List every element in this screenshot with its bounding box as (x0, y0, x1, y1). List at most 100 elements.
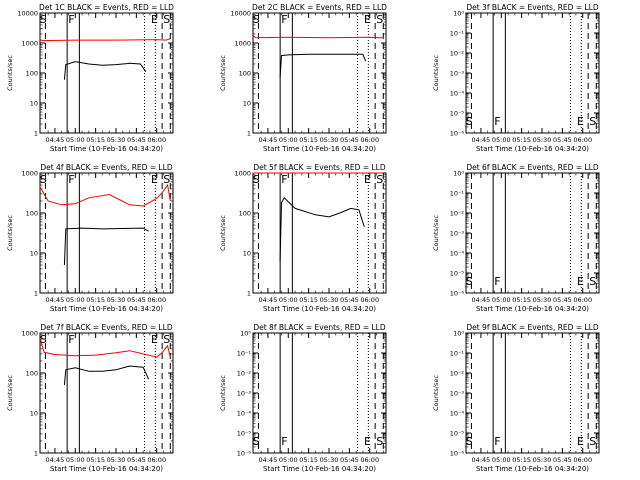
y-tick-label: 1000 (21, 40, 38, 48)
y-tick-label: 10000 (17, 10, 38, 18)
y-tick-label: 10⁻² (450, 210, 465, 218)
event-marker-label: F (494, 275, 500, 288)
y-tick-label: 100 (26, 370, 38, 378)
y-tick-label: 10⁻² (450, 50, 465, 58)
x-tick-label: 05:00 (66, 456, 85, 464)
event-marker-label: S (253, 173, 260, 186)
event-marker-label: F (494, 435, 500, 448)
x-tick-label: 04:45 (259, 296, 278, 304)
event-marker-label: E (151, 173, 158, 186)
y-tick-label: 10⁻⁶ (450, 450, 465, 458)
event-marker-label: S (376, 435, 383, 448)
event-marker-label: E (364, 435, 371, 448)
x-tick-label: 05:00 (279, 456, 298, 464)
x-tick-label: 05:30 (533, 136, 552, 144)
panel-title: Det 9f BLACK = Events, RED = LLD (466, 323, 599, 332)
events-series-line (63, 227, 149, 266)
event-marker-label: F (281, 173, 287, 186)
x-tick-label: 06:00 (573, 296, 592, 304)
y-tick-label: 10 (30, 250, 38, 258)
y-tick-label: 10⁻⁴ (237, 410, 252, 418)
x-axis-label: Start Time (10-Feb-16 04:34:20) (50, 465, 163, 473)
y-tick-label: 10⁻⁵ (237, 430, 252, 438)
event-marker-label: F (68, 13, 74, 26)
x-tick-label: 06:00 (147, 456, 166, 464)
y-axis-label: Counts/sec (6, 375, 14, 411)
y-tick-label: 10⁰ (453, 10, 464, 18)
event-marker-label: E (151, 13, 158, 26)
lld-series-line (252, 34, 384, 39)
event-marker-label: S (589, 435, 596, 448)
x-tick-label: 05:30 (320, 136, 339, 144)
event-marker-label: F (494, 115, 500, 128)
x-tick-label: 05:30 (107, 296, 126, 304)
y-tick-label: 10⁻² (450, 370, 465, 378)
x-tick-label: 04:45 (472, 296, 491, 304)
y-tick-label: 10⁻⁴ (450, 410, 465, 418)
event-marker-label: S (253, 435, 260, 448)
event-marker-label: F (281, 13, 287, 26)
x-tick-label: 05:30 (107, 456, 126, 464)
y-axis-label: Counts/sec (219, 55, 227, 91)
y-tick-label: 100 (26, 70, 38, 78)
lld-series-line (39, 38, 171, 42)
event-marker-label: S (466, 275, 473, 288)
panel-det-7: Det 7f BLACK = Events, RED = LLD 1 10 100 10… (6, 323, 174, 473)
event-marker-label: S (466, 115, 473, 128)
x-tick-label: 05:15 (512, 296, 531, 304)
x-tick-label: 04:45 (46, 136, 65, 144)
x-tick-label: 05:00 (492, 136, 511, 144)
event-marker-label: S (40, 173, 47, 186)
y-tick-label: 10⁻³ (450, 230, 465, 238)
plot-frame (252, 12, 387, 134)
event-marker-label: S (589, 275, 596, 288)
lld-series-line (39, 337, 171, 358)
x-tick-label: 06:00 (360, 136, 379, 144)
x-tick-label: 05:00 (492, 296, 511, 304)
x-tick-label: 05:15 (299, 456, 318, 464)
x-tick-label: 06:00 (573, 136, 592, 144)
x-tick-label: 05:45 (127, 296, 146, 304)
plot-frame (39, 12, 174, 134)
x-tick-label: 05:00 (66, 136, 85, 144)
panel-title: Det 6f BLACK = Events, RED = LLD (466, 163, 599, 172)
y-tick-label: 10⁰ (240, 330, 251, 338)
event-marker-label: S (376, 173, 383, 186)
x-axis-label: Start Time (10-Feb-16 04:34:20) (476, 145, 589, 153)
y-axis-label: Counts/sec (6, 55, 14, 91)
plot-frame (252, 172, 387, 294)
x-tick-label: 05:00 (66, 296, 85, 304)
plot-frame (39, 172, 174, 294)
y-axis-label: Counts/sec (432, 55, 440, 91)
y-axis-label: Counts/sec (432, 215, 440, 251)
event-marker-label: E (151, 333, 158, 346)
x-tick-label: 04:45 (259, 456, 278, 464)
x-tick-label: 05:30 (533, 456, 552, 464)
y-tick-label: 10 (30, 100, 38, 108)
x-tick-label: 05:00 (279, 296, 298, 304)
y-tick-label: 1 (34, 450, 38, 458)
x-tick-label: 04:45 (472, 456, 491, 464)
x-tick-label: 05:45 (340, 296, 359, 304)
panel-title: Det 3f BLACK = Events, RED = LLD (466, 3, 599, 12)
y-tick-label: 1 (247, 290, 251, 298)
events-series-line (279, 53, 367, 78)
events-series-line (63, 365, 150, 386)
panel-title: Det 1C BLACK = Events, RED = LLD (39, 3, 174, 12)
panel-title: Det 7f BLACK = Events, RED = LLD (40, 323, 173, 332)
x-tick-label: 05:45 (553, 136, 572, 144)
panel-title: Det 5f BLACK = Events, RED = LLD (253, 163, 386, 172)
panel-title: Det 4f BLACK = Events, RED = LLD (40, 163, 173, 172)
y-tick-label: 100 (239, 210, 251, 218)
y-tick-label: 10 (30, 410, 38, 418)
x-tick-label: 06:00 (147, 296, 166, 304)
x-tick-label: 05:15 (512, 136, 531, 144)
y-tick-label: 1000 (21, 170, 38, 178)
y-axis-label: Counts/sec (219, 375, 227, 411)
x-axis-label: Start Time (10-Feb-16 04:34:20) (50, 305, 163, 313)
x-tick-label: 06:00 (147, 136, 166, 144)
